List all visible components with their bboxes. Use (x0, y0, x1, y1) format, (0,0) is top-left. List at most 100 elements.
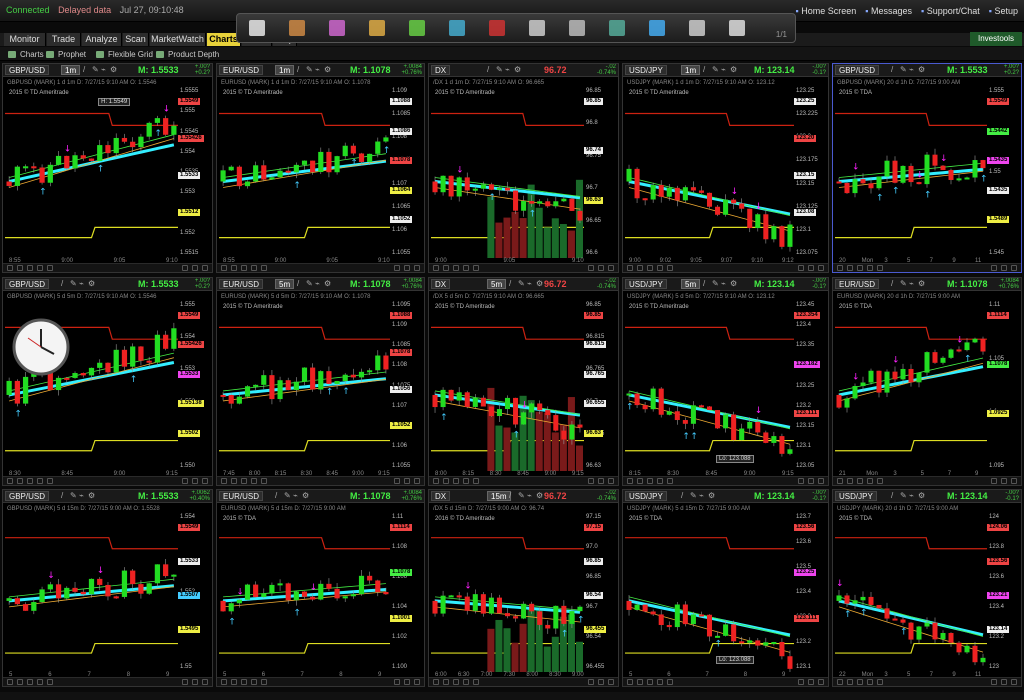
expand-icon[interactable] (473, 265, 479, 271)
draw-icon[interactable]: ✎ (496, 65, 503, 74)
expand-icon[interactable] (473, 679, 479, 685)
pan-icon[interactable] (453, 478, 459, 484)
settings-icon[interactable]: ⚙ (88, 491, 96, 500)
crosshair-icon[interactable] (37, 265, 43, 271)
tab-monitor[interactable]: Monitor (4, 33, 46, 46)
settings-icon[interactable]: ⚙ (730, 279, 738, 288)
zoom-fit-icon[interactable] (192, 265, 198, 271)
pan-icon[interactable] (241, 679, 247, 685)
tab-trade[interactable]: Trade (47, 33, 81, 46)
zoom-fit-icon[interactable] (1001, 478, 1007, 484)
draw-icon[interactable]: ✎ (306, 65, 313, 74)
zoom-plus-icon[interactable] (414, 478, 420, 484)
text-icon[interactable] (449, 20, 465, 36)
fit-icon[interactable] (798, 265, 804, 271)
link-icon[interactable]: ⌁ (699, 491, 704, 500)
chart-panel-usd-jpy-8[interactable]: USD/JPY 5m / ✎ ⌁ ⚙ M: 123.14 -.00? -0.1? USDJPY … (622, 277, 829, 486)
fit-icon[interactable] (991, 679, 997, 685)
investools-button[interactable]: Investools (970, 32, 1022, 46)
crosshair-icon[interactable] (657, 679, 663, 685)
tab-marketwatch[interactable]: MarketWatch (150, 33, 206, 46)
zoom-in-icon[interactable] (443, 265, 449, 271)
pointer-icon[interactable] (249, 20, 265, 36)
flag-icon[interactable] (489, 20, 505, 36)
cut-icon[interactable] (689, 20, 705, 36)
zoom-out-icon[interactable] (7, 679, 13, 685)
toolbar-pager[interactable]: 1/1 (775, 30, 787, 39)
draw-icon[interactable]: ✎ (900, 65, 907, 74)
draw-icon[interactable]: ✎ (712, 65, 719, 74)
aggregation-selector[interactable]: 1m (61, 65, 81, 75)
link-icon[interactable]: ⌁ (909, 491, 914, 500)
link-icon[interactable]: ⌁ (315, 279, 320, 288)
settings-icon[interactable]: ⚙ (918, 491, 926, 500)
zoom-fit-icon[interactable] (404, 265, 410, 271)
link-icon[interactable]: ⌁ (527, 279, 532, 288)
zoom-out-icon[interactable] (627, 478, 633, 484)
symbol-selector[interactable]: DX (431, 279, 451, 289)
pan-icon[interactable] (453, 679, 459, 685)
zoom-plus-icon[interactable] (202, 265, 208, 271)
zoom-plus-icon[interactable] (202, 478, 208, 484)
zoom-plus-icon[interactable] (608, 265, 614, 271)
crosshair-icon[interactable] (251, 679, 257, 685)
pan-icon[interactable] (27, 679, 33, 685)
util-support-chat[interactable]: ▪ Support/Chat (921, 6, 980, 16)
link-icon[interactable]: ⌁ (505, 65, 510, 74)
link-icon[interactable]: ⌁ (721, 65, 726, 74)
settings-icon[interactable]: ⚙ (302, 491, 310, 500)
expand-icon[interactable] (667, 679, 673, 685)
pan-icon[interactable] (857, 265, 863, 271)
chart-style-icon[interactable]: / (891, 65, 894, 74)
expand-icon[interactable] (877, 478, 883, 484)
pan-icon[interactable] (857, 679, 863, 685)
crosshair-icon[interactable] (657, 478, 663, 484)
settings-icon[interactable]: ⚙ (536, 279, 544, 288)
zoom-in-icon[interactable] (17, 679, 23, 685)
chart-panel-eur-usd-9[interactable]: EUR/USD / ✎ ⌁ ⚙ M: 1.1078 +.0084 +0.76% EURUSD … (832, 277, 1022, 486)
expand-icon[interactable] (261, 265, 267, 271)
expand-icon[interactable] (261, 679, 267, 685)
draw-icon[interactable]: ✎ (306, 279, 313, 288)
zoom-in-icon[interactable] (637, 265, 643, 271)
link-icon[interactable]: ⌁ (315, 65, 320, 74)
draw-icon[interactable]: ✎ (284, 491, 291, 500)
settings-icon[interactable]: ⚙ (324, 65, 332, 74)
pencil-icon[interactable] (369, 20, 385, 36)
symbol-selector[interactable]: USD/JPY (835, 491, 877, 501)
pan-icon[interactable] (453, 265, 459, 271)
chart-panel-usd-jpy-14[interactable]: USD/JPY / ✎ ⌁ ⚙ M: 123.14 -.00? -0.1? USDJPY (M… (832, 489, 1022, 687)
chart-panel-eur-usd-1[interactable]: EUR/USD 1m / ✎ ⌁ ⚙ M: 1.1078 +.0084 +0.76% EURUS… (216, 63, 425, 273)
aggregation-selector[interactable]: 15m (487, 491, 511, 501)
subtab-flexible-grid[interactable]: Flexible Grid (94, 49, 153, 60)
expand-icon[interactable] (47, 478, 53, 484)
draw-icon[interactable]: ✎ (690, 491, 697, 500)
zoom-plus-icon[interactable] (608, 478, 614, 484)
crosshair-icon[interactable] (867, 679, 873, 685)
settings-icon[interactable]: ⚙ (730, 65, 738, 74)
pan-icon[interactable] (647, 679, 653, 685)
settings-icon[interactable]: ⚙ (708, 491, 716, 500)
cursor-icon[interactable] (569, 20, 585, 36)
fit-icon[interactable] (588, 265, 594, 271)
chart-style-icon[interactable]: / (61, 491, 64, 500)
draw-icon[interactable]: ✎ (900, 279, 907, 288)
zoom-out-icon[interactable] (433, 679, 439, 685)
fit-icon[interactable] (394, 679, 400, 685)
zoom-out-icon[interactable] (837, 265, 843, 271)
crosshair-icon[interactable] (251, 478, 257, 484)
zoom-out-icon[interactable] (7, 265, 13, 271)
crosshair-icon[interactable] (463, 478, 469, 484)
chart-style-icon[interactable]: / (61, 279, 64, 288)
zoom-out-icon[interactable] (221, 478, 227, 484)
aggregation-selector[interactable]: 1m (681, 65, 701, 75)
zoom-fit-icon[interactable] (808, 478, 814, 484)
zoom-fit-icon[interactable] (598, 478, 604, 484)
pan-icon[interactable] (857, 478, 863, 484)
chart-panel-usd-jpy-3[interactable]: USD/JPY 1m / ✎ ⌁ ⚙ M: 123.14 -.00? -0.1? USDJPY … (622, 63, 829, 273)
symbol-selector[interactable]: EUR/USD (219, 279, 264, 289)
zoom-fit-icon[interactable] (808, 679, 814, 685)
chart-panel-eur-usd-11[interactable]: EUR/USD / ✎ ⌁ ⚙ M: 1.1078 +.0084 +0.76% EURUSD … (216, 489, 425, 687)
zoom-plus-icon[interactable] (414, 679, 420, 685)
fit-icon[interactable] (991, 478, 997, 484)
